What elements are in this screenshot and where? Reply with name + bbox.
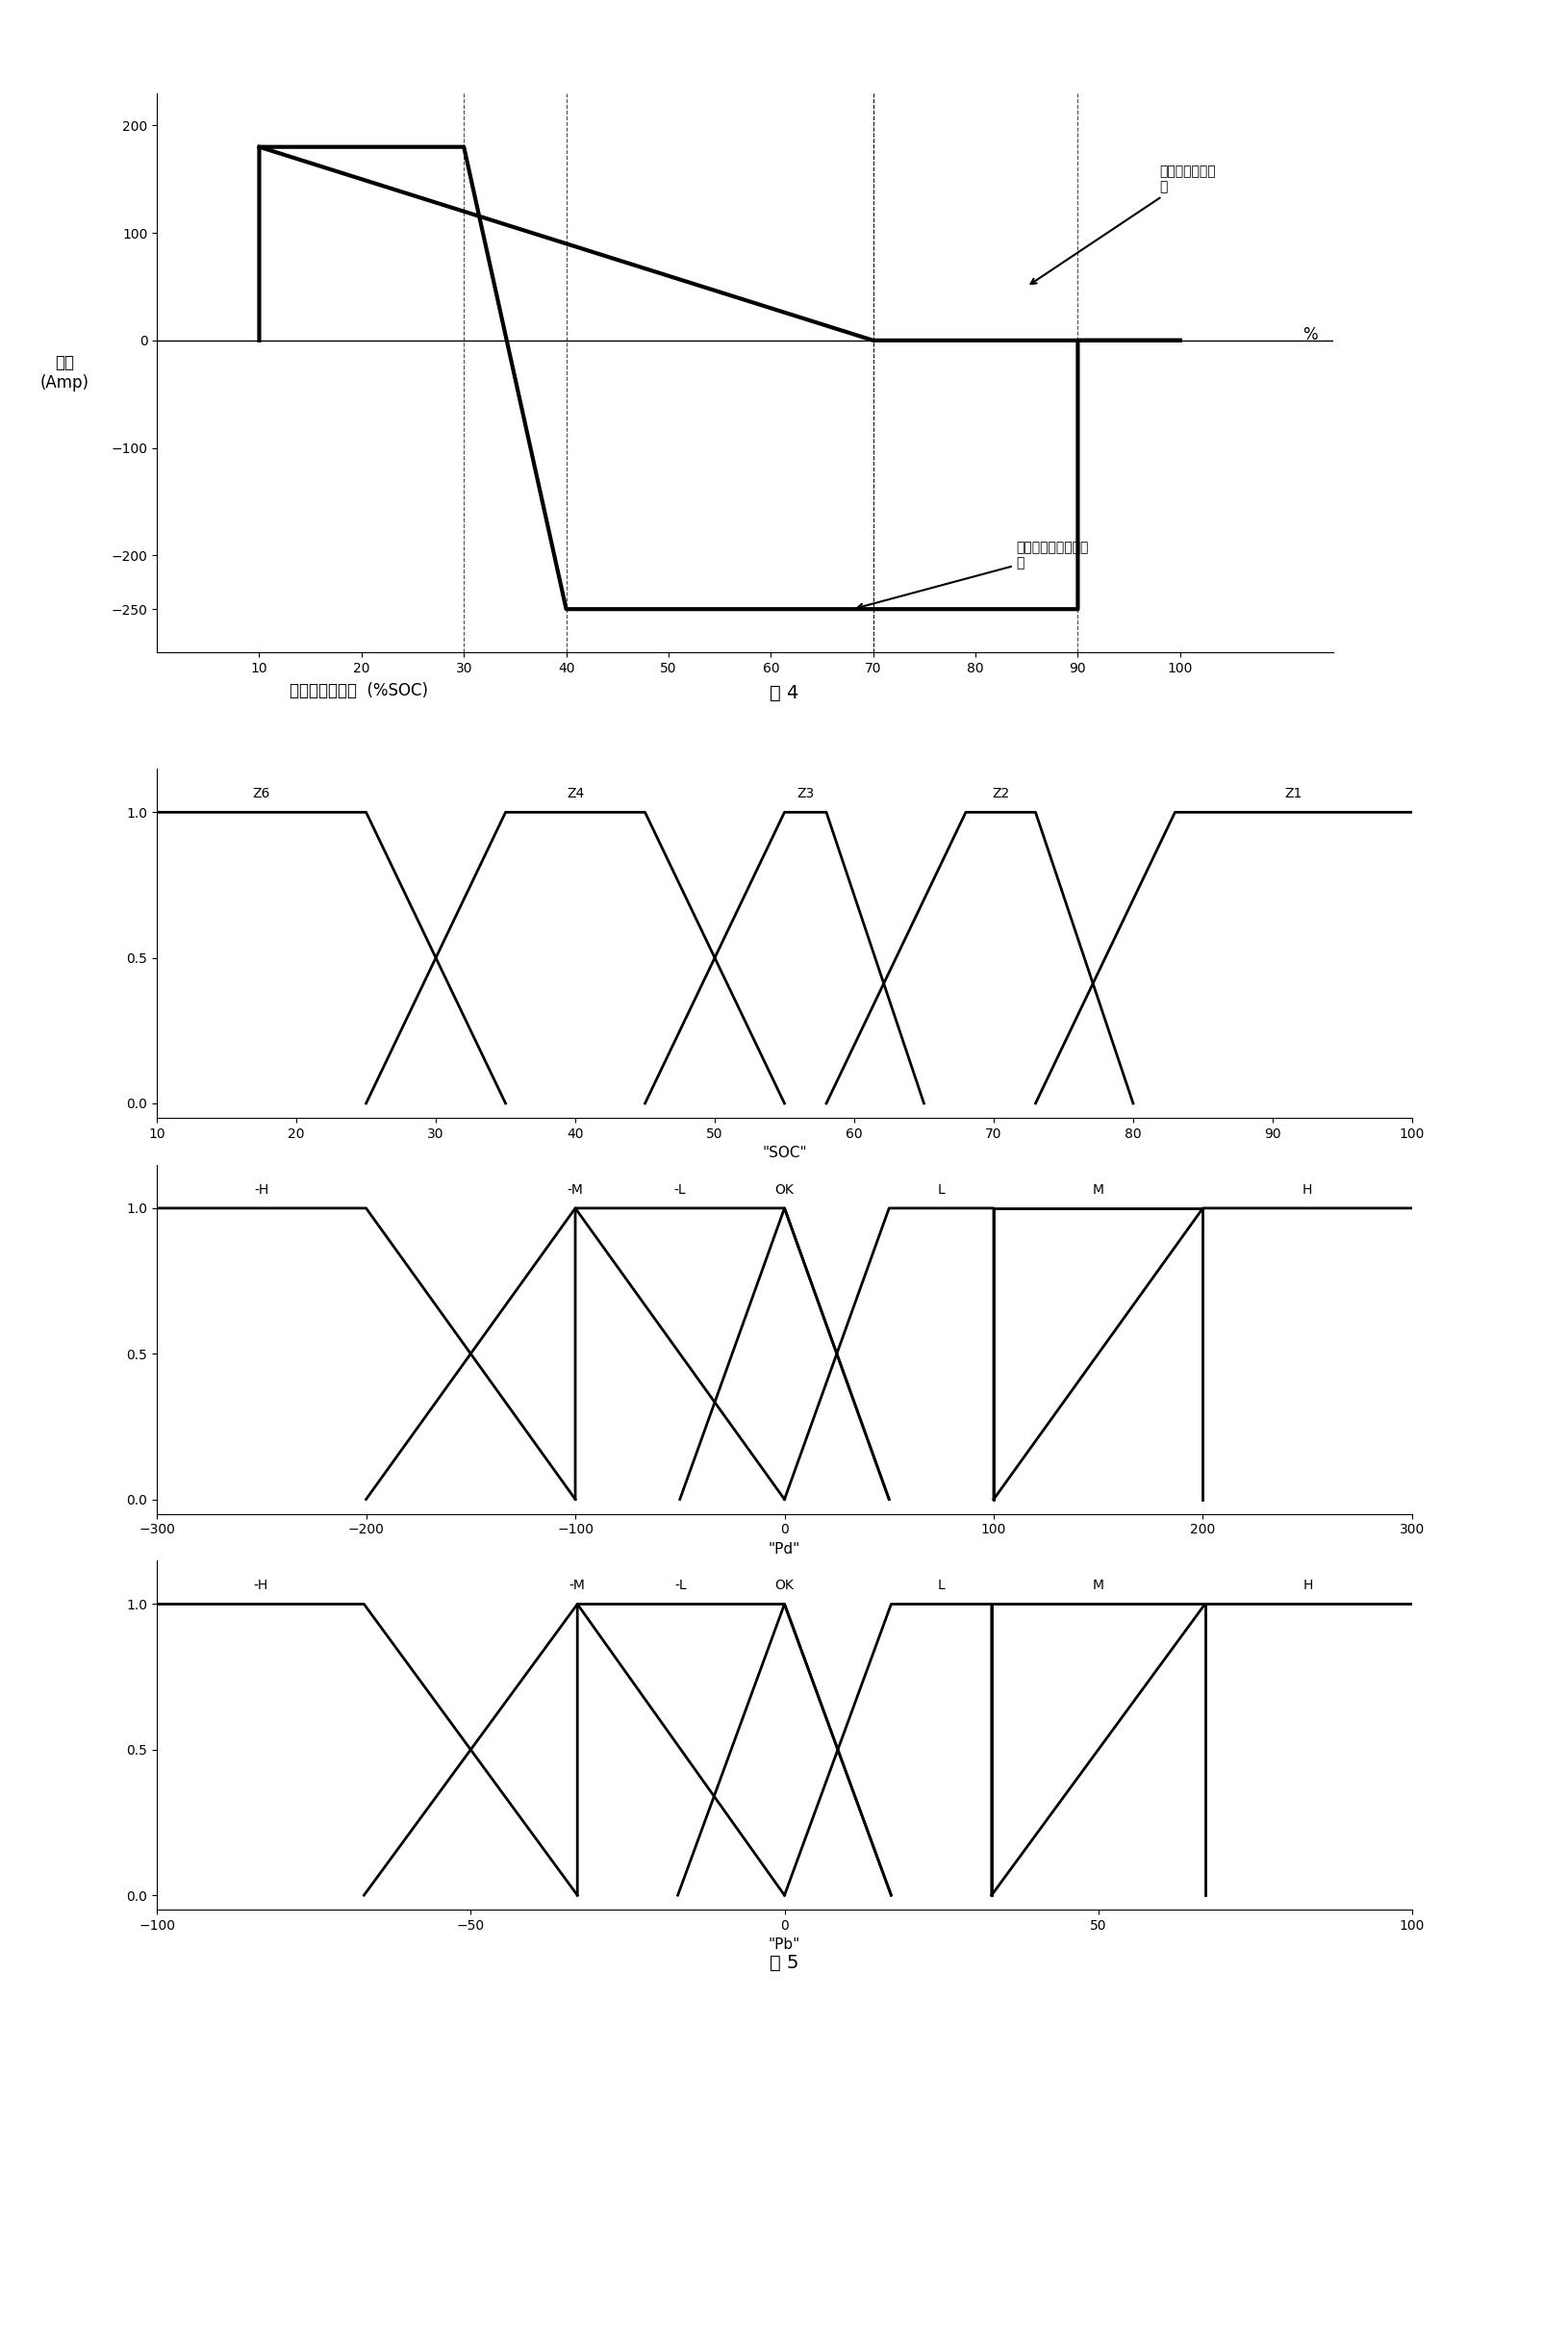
Text: M: M [1091,1579,1104,1593]
Text: -H: -H [254,1183,268,1197]
Text: -H: -H [252,1579,268,1593]
Text: Z6: Z6 [252,787,270,801]
Text: Z3: Z3 [797,787,814,801]
Text: -M: -M [569,1579,585,1593]
Text: OK: OK [775,1579,793,1593]
Text: L: L [938,1579,944,1593]
Text: -L: -L [674,1579,687,1593]
Text: Z1: Z1 [1284,787,1301,801]
X-axis label: "Pb": "Pb" [768,1938,800,1952]
Text: 最大充电电流极
限: 最大充电电流极 限 [1030,165,1215,284]
Text: H: H [1301,1183,1312,1197]
Text: %: % [1301,326,1317,345]
Text: Z2: Z2 [991,787,1008,801]
Text: OK: OK [775,1183,793,1197]
Text: Z4: Z4 [566,787,583,801]
Y-axis label: 电流
(Amp): 电流 (Amp) [39,354,89,391]
Text: 图 5: 图 5 [770,1954,798,1973]
Text: 最大连续放电电流极
限: 最大连续放电电流极 限 [858,540,1088,610]
Text: 蓄电池电荷状态  (%SOC): 蓄电池电荷状态 (%SOC) [290,682,428,699]
Text: M: M [1091,1183,1104,1197]
X-axis label: "SOC": "SOC" [762,1146,806,1160]
Text: 图 4: 图 4 [770,685,798,703]
Text: -M: -M [566,1183,583,1197]
X-axis label: "Pd": "Pd" [768,1542,800,1556]
Text: L: L [938,1183,944,1197]
Text: -L: -L [673,1183,685,1197]
Text: H: H [1303,1579,1312,1593]
